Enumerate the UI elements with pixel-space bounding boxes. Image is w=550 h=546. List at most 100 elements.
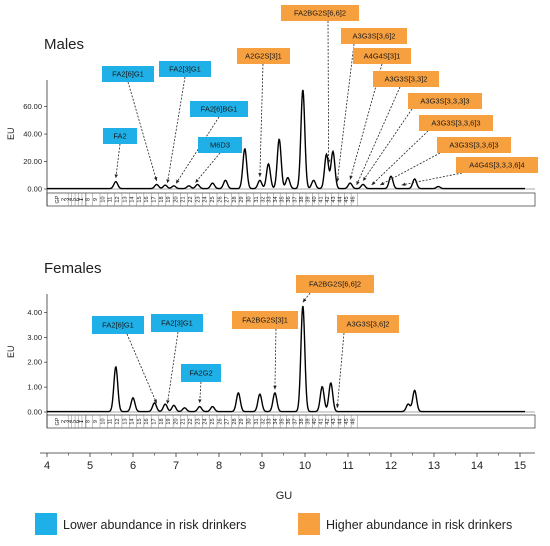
glycan-label: FA2[3]G1 [161,319,193,328]
gu-tick-label: 6 [130,460,136,472]
annotation-arrow [336,332,345,408]
glycan-label-box [296,275,374,293]
gp-number: 19 [166,418,172,424]
glycan-label-box [232,311,298,329]
gp-number: 28 [232,418,238,424]
gp-number: 9 [93,198,99,201]
glycan-label: A3G3S[3,3]2 [385,75,428,84]
glycan-label: FA2BG2S[6,6]2 [309,280,361,289]
glycan-label-box [181,364,221,382]
gp-number: 10 [100,196,106,202]
gu-axis-label: GU [276,490,293,502]
gp-number: 7 [78,198,84,201]
gp-number: 11 [108,419,114,425]
legend-higher-swatch [298,513,320,535]
gp-number: 22 [188,418,194,424]
gp-number: 24 [203,418,209,424]
gp-number: 6 [75,420,81,423]
gp-number: 43 [331,196,337,202]
glycan-label-box [337,315,399,333]
gp-number: 18 [159,196,165,202]
gp-number: 8 [86,420,92,423]
gp-number: 37 [293,196,299,202]
glycan-label-box [341,28,407,44]
gp-number: 32 [260,196,266,202]
gp-number: 17 [151,418,157,424]
annotation-arrow [175,116,220,184]
glycan-label-box [92,316,144,334]
gp-number: 42 [325,418,331,424]
y-tick-label: 3.00 [27,333,42,342]
gp-number: 22 [188,196,194,202]
gp-number: 45 [344,418,350,424]
gp-number: 25 [210,196,216,202]
gp-number: 14 [130,196,136,202]
glycan-label: A3G3S[3,6]2 [347,320,390,329]
gp-number: 41 [318,196,324,202]
gp-number: 15 [137,196,143,202]
glycan-label: A2G2S[3]1 [245,52,282,61]
gp-number: 44 [338,418,344,424]
glycan-label-box [437,137,511,153]
gp-number: 20 [173,196,179,202]
glycan-label: M6D3 [210,141,230,150]
annotation-arrow [259,63,264,177]
annotation-arrow [327,20,330,164]
gp-number: 3 [65,198,71,201]
legend-higher-label: Higher abundance in risk drinkers [326,518,512,532]
gp-number: 36 [286,196,292,202]
gp-number: 11 [108,197,114,203]
annotation-arrowhead [335,178,340,182]
gp-number: 25 [210,418,216,424]
gp-ladder-strip [46,192,536,207]
gu-tick-label: 14 [471,460,483,472]
gp-number: 30 [247,418,253,424]
glycan-label: A4G4S[3,3,3,6]4 [469,161,524,170]
y-tick-label: 40.00 [23,130,42,139]
glycan-label: FA2[6]G1 [102,321,134,330]
gu-tick-label: 15 [514,460,526,472]
gp-number: 46 [351,196,357,202]
gp-number: 29 [239,196,245,202]
gp-number: 24 [203,196,209,202]
gp-number: 38 [299,418,305,424]
gp-number: 6 [75,198,81,201]
gp-number: 27 [225,418,231,424]
y-tick-label: 0.00 [27,185,42,194]
glycan-label: FA2[6]BG1 [201,105,238,114]
glycan-label: FA2[3]G1 [169,65,201,74]
annotation-arrow [371,130,429,186]
annotation-arrow [380,152,441,186]
females-y-axis-label: EU [6,345,16,358]
glycan-label: FA2[6]G1 [112,70,144,79]
gp-number: 19 [166,196,172,202]
annotation-arrow [302,292,311,303]
gp-number: 21 [181,418,187,424]
glycan-label: A3G3S[3,3,6]3 [431,119,480,128]
glycan-label-box [281,5,359,21]
annotation-arrow [127,81,158,181]
females-chart-layer: 0.001.002.003.004.00GP123456789101112131… [27,275,536,429]
annotation-arrowhead [302,298,307,303]
annotation-arrow [336,43,355,182]
gp-number: 20 [173,418,179,424]
gp-number: 33 [267,196,273,202]
legend-lower-swatch [35,513,57,535]
gp-number: 13 [122,418,128,424]
glycan-label: A4G4S[3]1 [364,52,401,61]
gp-number: 10 [100,418,106,424]
annotation-arrow [401,172,463,186]
males-chart-layer: 0.0020.0040.0060.00GP1234567891011121314… [23,5,538,207]
annotation-arrow [195,152,221,184]
gu-tick-label: 7 [173,460,179,472]
males-y-axis-label: EU [6,127,16,140]
glycan-label-box [408,93,482,109]
gp-number: 40 [312,196,318,202]
gp-number: 42 [325,196,331,202]
gp-number: 2 [61,198,67,201]
gp-number: 40 [312,418,318,424]
glycan-label-box [190,101,248,117]
annotation-arrowhead [401,182,406,187]
y-tick-label: 4.00 [27,308,42,317]
gp-number: 26 [217,418,223,424]
